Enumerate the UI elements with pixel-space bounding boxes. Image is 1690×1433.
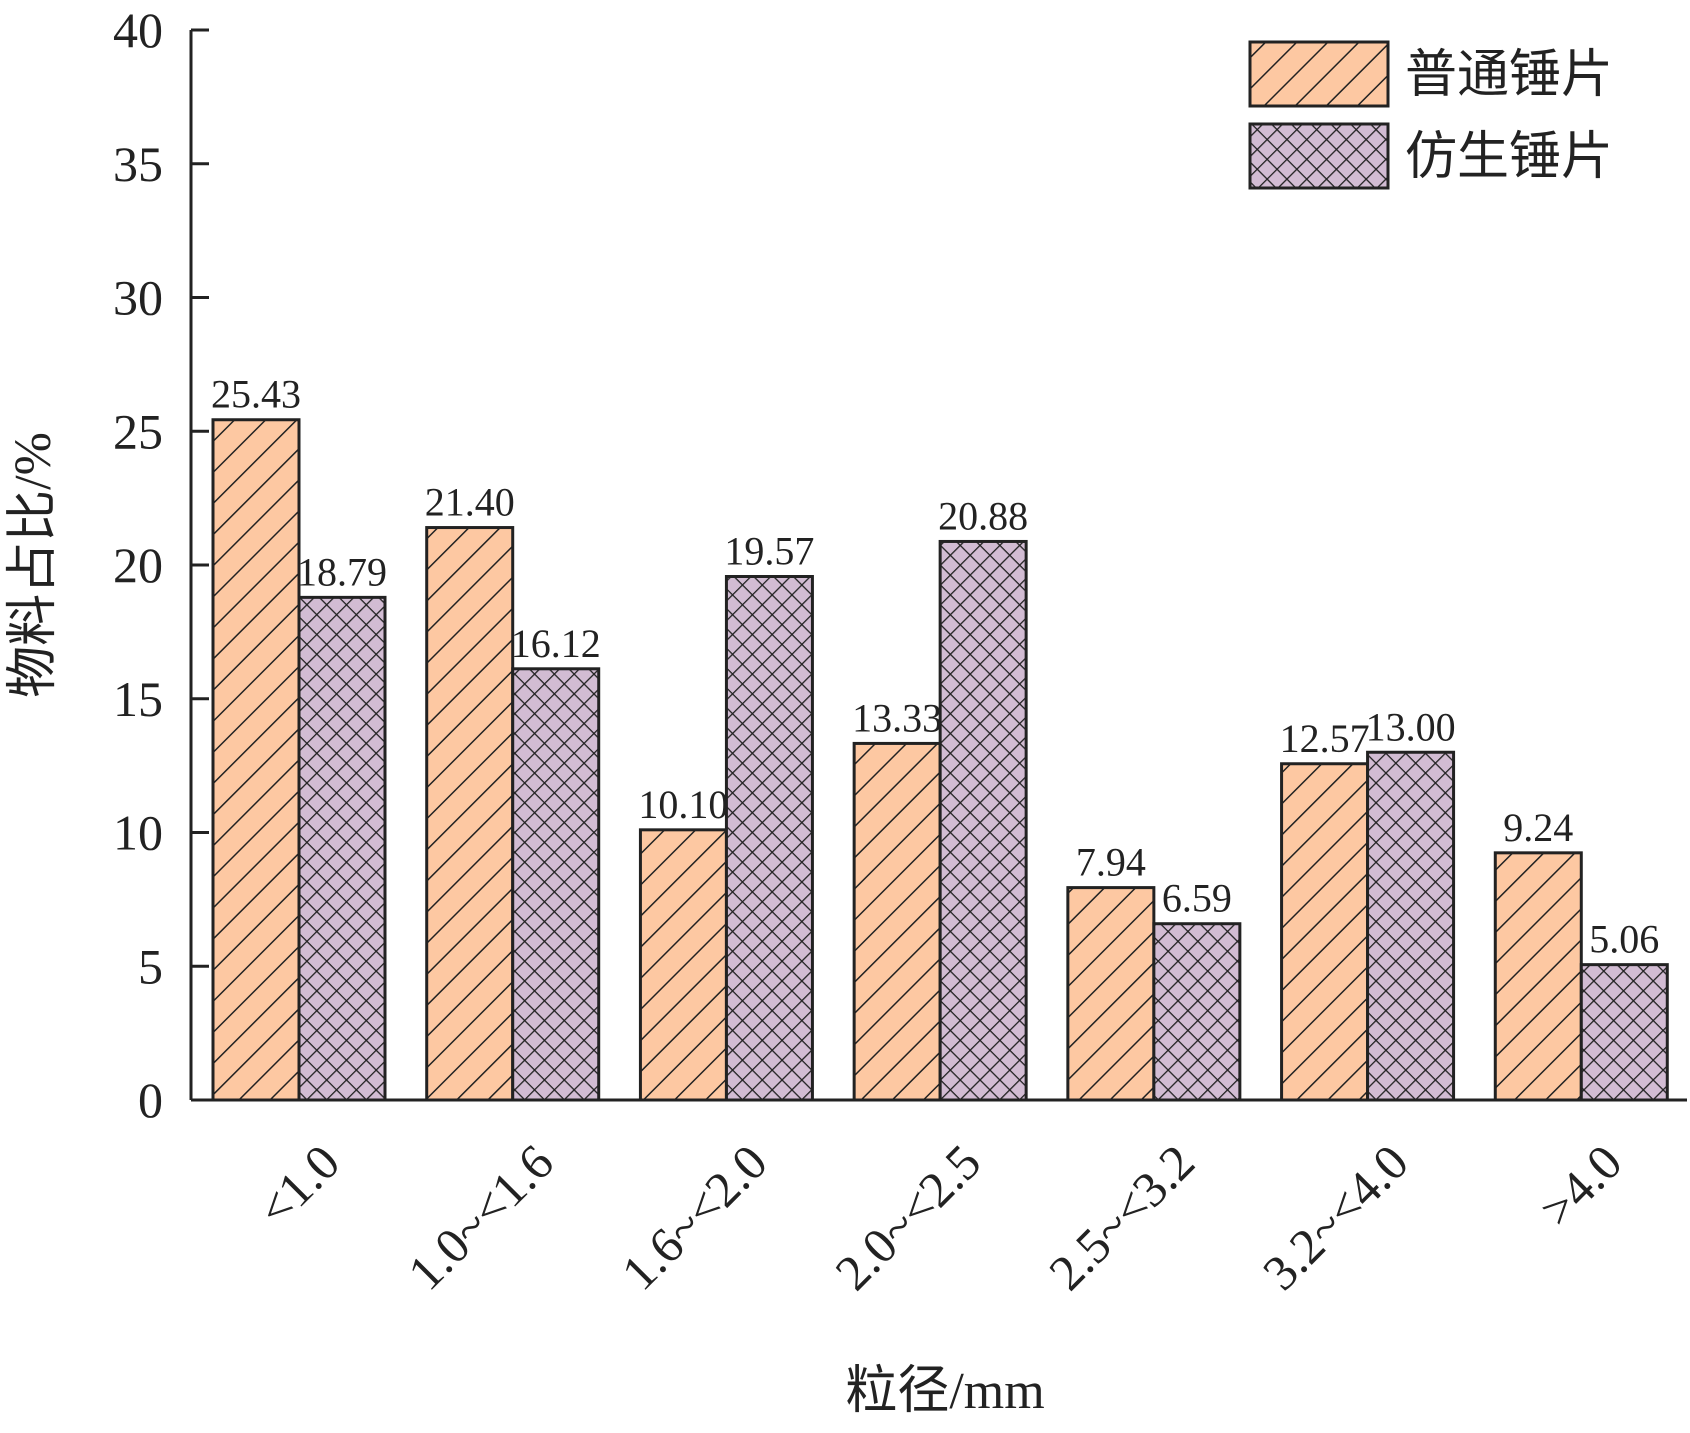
bar-putong [852, 741, 942, 1102]
bar-putong [1280, 762, 1370, 1102]
bar-fangsheng [938, 539, 1028, 1102]
x-axis-title: 粒径/mm [845, 1363, 1044, 1420]
bar-fangsheng [511, 667, 601, 1102]
x-tick-label: <1.0 [246, 1134, 350, 1238]
bar-putong [1493, 851, 1583, 1102]
y-tick-label: 0 [138, 1072, 163, 1128]
x-tick-label: 3.2~<4.0 [1252, 1134, 1419, 1301]
bar-putong [1066, 886, 1156, 1102]
x-tick-label: 1.0~<1.6 [397, 1134, 564, 1301]
data-label: 18.79 [297, 549, 387, 594]
y-tick-label: 25 [113, 403, 163, 459]
data-label: 25.43 [211, 372, 301, 417]
data-label: 13.00 [1366, 704, 1456, 749]
x-tick-label: >4.0 [1529, 1134, 1633, 1238]
y-tick-label: 5 [138, 938, 163, 994]
y-tick-label: 15 [113, 671, 163, 727]
y-tick-label: 30 [113, 270, 163, 326]
bar-putong [211, 418, 301, 1102]
bar-putong [638, 828, 728, 1102]
data-label: 12.57 [1280, 716, 1370, 761]
data-label: 10.10 [638, 782, 728, 827]
y-tick-label: 10 [113, 805, 163, 861]
legend-label: 仿生锤片 [1405, 129, 1613, 186]
legend-swatch-fangsheng [1248, 122, 1390, 190]
bar-fangsheng [297, 595, 387, 1102]
legend-label: 普通锤片 [1405, 47, 1613, 104]
data-label: 20.88 [938, 493, 1028, 538]
data-label: 7.94 [1076, 840, 1146, 885]
y-tick-label: 40 [113, 2, 163, 58]
data-label: 16.12 [511, 621, 601, 666]
y-axis-title: 物料占比/% [5, 432, 62, 698]
bar-fangsheng [724, 575, 814, 1102]
bar-fangsheng [1579, 963, 1669, 1102]
data-label: 21.40 [425, 480, 515, 525]
y-tick-label: 35 [113, 136, 163, 192]
legend-swatch-putong [1248, 40, 1390, 108]
x-tick-label: 1.6~<2.0 [611, 1134, 778, 1301]
data-label: 9.24 [1503, 805, 1573, 850]
bar-putong [425, 526, 515, 1102]
x-tick-label: 2.5~<3.2 [1038, 1134, 1205, 1301]
data-label: 19.57 [724, 529, 814, 574]
data-label: 6.59 [1162, 876, 1232, 921]
data-label: 5.06 [1589, 917, 1659, 962]
x-tick-label: 2.0~<2.5 [824, 1134, 991, 1301]
bar-fangsheng [1366, 750, 1456, 1102]
y-tick-label: 20 [113, 537, 163, 593]
data-label: 13.33 [852, 695, 942, 740]
bar-fangsheng [1152, 922, 1242, 1102]
